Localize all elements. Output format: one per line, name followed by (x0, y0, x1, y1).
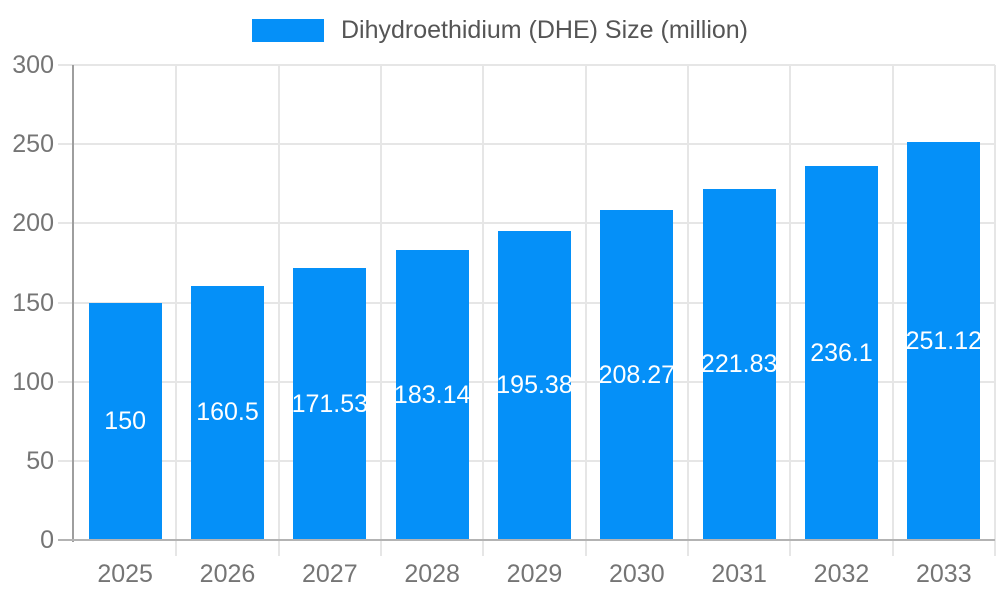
x-axis-line (58, 539, 995, 541)
bar-value-label: 221.83 (700, 349, 778, 378)
bar-value-label: 150 (104, 406, 147, 435)
x-tick-label: 2031 (711, 560, 767, 588)
bar: 183.14 (393, 250, 471, 540)
category-gridline (584, 65, 587, 556)
bar: 171.53 (291, 268, 369, 540)
category-gridline (277, 65, 280, 556)
category-gridline (380, 65, 382, 556)
y-tick-label: 150 (12, 288, 54, 317)
x-tick-label: 2025 (97, 560, 153, 588)
legend-item[interactable]: Dihydroethidium (DHE) Size (million) (0, 18, 1000, 43)
bar: 208.27 (598, 210, 676, 540)
bar: 150 (88, 302, 162, 540)
y-axis-line (72, 65, 74, 542)
category-gridline (789, 65, 792, 556)
y-tick-label: 200 (12, 209, 54, 238)
y-tick-label: 250 (12, 130, 54, 159)
bar: 195.38 (496, 230, 573, 540)
x-tick-label: 2029 (506, 560, 563, 588)
bar-value-label: 208.27 (598, 360, 676, 389)
bar-value-label: 183.14 (393, 380, 471, 409)
y-tick-label: 100 (12, 367, 54, 396)
bar: 236.1 (805, 166, 878, 540)
bar-value-label: 195.38 (496, 370, 573, 399)
category-gridline (175, 65, 178, 556)
gridline (58, 222, 995, 225)
bar-value-label: 236.1 (810, 338, 873, 367)
x-tick-label: 2033 (916, 560, 972, 588)
category-gridline (687, 65, 689, 556)
bar-value-label: 251.12 (905, 326, 983, 355)
x-tick-label: 2032 (813, 560, 870, 588)
y-tick-label: 0 (40, 526, 54, 554)
category-gridline (994, 65, 996, 556)
x-tick-label: 2026 (199, 560, 256, 588)
category-gridline (891, 65, 894, 556)
bar-value-label: 171.53 (291, 389, 369, 418)
y-tick-label: 300 (12, 51, 54, 79)
legend-label: Dihydroethidium (DHE) Size (million) (340, 16, 749, 44)
legend-swatch-icon (251, 19, 324, 42)
bar: 251.12 (905, 142, 983, 540)
gridline (58, 143, 995, 146)
x-tick-label: 2030 (609, 560, 665, 588)
bar: 221.83 (700, 188, 778, 540)
x-tick-label: 2028 (404, 560, 460, 588)
category-gridline (482, 65, 485, 556)
x-tick-label: 2027 (302, 560, 358, 588)
bar: 160.5 (191, 285, 264, 540)
y-tick-label: 50 (26, 446, 54, 475)
gridline (58, 64, 995, 66)
bar-value-label: 160.5 (196, 398, 259, 427)
